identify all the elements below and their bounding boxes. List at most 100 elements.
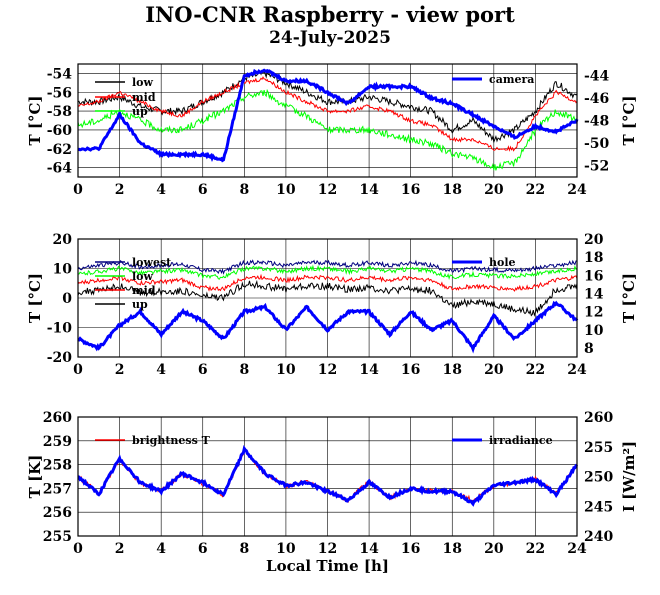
legend-label: camera [489,73,534,86]
series-camera [77,68,579,163]
y-tick-label: -10 [47,321,73,337]
x-tick-label: 2 [115,362,125,378]
y-right-tick-label: 10 [584,323,604,339]
y-right-tick-label: -52 [584,159,609,175]
x-tick-label: 10 [276,541,296,557]
y-right-tick-label: 14 [584,286,604,302]
y-right-tick-label: -50 [584,136,610,152]
plot-frame [77,416,578,537]
legend-label: up [132,298,148,311]
y-tick-label: 258 [43,458,72,474]
series-lowest [77,259,577,275]
x-tick-label: 22 [526,541,545,557]
y-tick-label: -60 [47,123,73,139]
series-up [77,88,578,171]
x-tick-label: 4 [156,541,166,557]
x-tick-label: 6 [198,362,208,378]
legend-label: up [132,105,148,118]
x-tick-label: 6 [198,541,208,557]
x-tick-label: 20 [484,541,504,557]
y-tick-label: 260 [43,410,72,426]
series-low [78,264,578,281]
y-right-tick-label: 245 [584,499,613,515]
y-axis-label: T [K] [26,455,44,499]
x-tick-label: 12 [318,182,337,198]
plot-frame [77,63,578,178]
series-up [77,279,578,317]
y-tick-label: 259 [43,434,72,450]
x-tick-label: 4 [156,182,166,198]
y-tick-label: -54 [47,66,73,82]
x-tick-label: 4 [156,362,166,378]
y-tick-label: 256 [43,505,72,521]
y-axis-label-right: I [W/m²] [620,441,638,512]
y-axis-label: T [°C] [26,273,44,323]
y-tick-label: -62 [47,142,72,158]
x-tick-label: 0 [73,541,83,557]
y-right-tick-label: 20 [584,232,604,248]
y-right-tick-label: 16 [584,268,603,284]
x-tick-label: 18 [443,182,462,198]
legend-label: irradiance [489,434,553,447]
y-tick-label: -56 [47,85,72,101]
series-mid [77,273,578,292]
y-right-tick-label: 255 [584,440,613,456]
x-tick-label: 8 [239,541,249,557]
y-tick-label: 10 [53,262,73,278]
legend-label: lowest [132,256,172,269]
panel-middle: 0 2 4 6 8 10 12 14 16 18 20 22 24-20-100102081012141… [26,232,638,378]
series-irradiance [77,445,579,507]
x-tick-label: 12 [318,362,337,378]
y-right-tick-label: 240 [584,529,613,545]
x-tick-label: 22 [526,362,545,378]
chart-date: 24-July-2025 [269,28,391,48]
legend-label: mid [132,284,156,297]
legend-label: low [132,76,154,89]
x-tick-label: 18 [443,362,462,378]
series-hole [77,300,579,354]
x-tick-label: 24 [567,182,587,198]
legend-label: low [132,270,154,283]
x-tick-label: 14 [359,182,379,198]
x-tick-label: 6 [198,182,208,198]
y-right-tick-label: 260 [584,410,613,426]
y-tick-label: -58 [47,104,72,120]
x-tick-label: 8 [239,362,249,378]
x-tick-label: 16 [401,362,420,378]
legend-label: brightness T [132,434,211,447]
y-tick-label: 20 [53,232,73,248]
y-right-tick-label: 250 [584,470,613,486]
x-axis-label: Local Time [h] [266,557,389,575]
series-mid [77,76,578,152]
panel-bottom: 0 2 4 6 8 10 12 14 16 18 20 22 242552562572582592602… [26,410,638,575]
y-right-tick-label: -44 [584,68,610,84]
x-tick-label: 16 [401,541,420,557]
y-tick-label: 257 [43,481,72,497]
panel-top: 0 2 4 6 8 10 12 14 16 18 20 22 24-64-62-60-58-56-54-… [26,63,638,198]
x-tick-label: 18 [443,541,462,557]
y-right-tick-label: 8 [584,341,594,357]
y-tick-label: 255 [43,529,72,545]
x-tick-label: 0 [73,182,83,198]
y-right-tick-label: 18 [584,250,603,266]
plot-frame [77,238,578,358]
x-tick-label: 10 [276,362,296,378]
x-tick-label: 0 [73,362,83,378]
y-tick-label: 0 [62,291,72,307]
y-right-tick-label: -48 [584,114,609,130]
x-tick-label: 16 [401,182,420,198]
chart-title: INO-CNR Raspberry - view port [145,2,515,27]
y-tick-label: -20 [47,350,73,366]
x-tick-label: 20 [484,182,504,198]
y-axis-label: T [°C] [26,95,44,145]
legend-label: hole [489,256,516,269]
x-tick-label: 24 [567,362,587,378]
y-axis-label-right: T [°C] [620,95,638,145]
x-tick-label: 12 [318,541,337,557]
y-axis-label-right: T [°C] [620,273,638,323]
x-tick-label: 22 [526,182,545,198]
legend-label: mid [132,91,156,104]
y-right-tick-label: -46 [584,91,609,107]
y-tick-label: -64 [47,161,73,177]
